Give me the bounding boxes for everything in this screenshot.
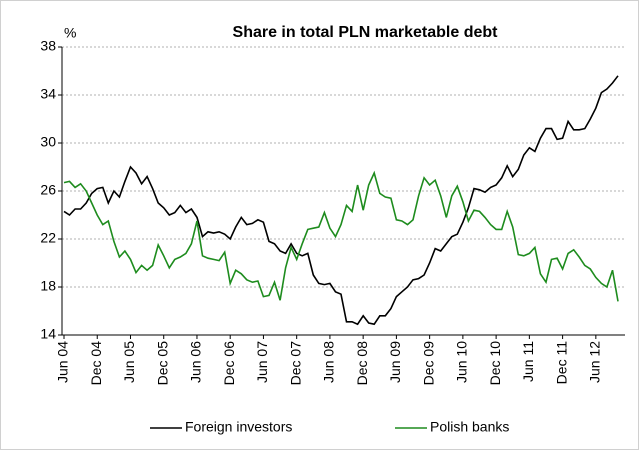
x-tick-label: Dec 10 xyxy=(487,341,503,386)
x-tick-label: Jun 11 xyxy=(520,341,536,382)
x-tick-label: Dec 04 xyxy=(88,341,104,386)
x-tick-label: Jun 06 xyxy=(188,341,204,383)
chart-title: Share in total PLN marketable debt xyxy=(233,24,499,41)
x-tick-label: Jun 08 xyxy=(321,341,337,383)
x-tick-label: Dec 07 xyxy=(287,341,303,386)
x-tick-label: Jun 04 xyxy=(55,341,71,383)
y-tick-label: 22 xyxy=(40,230,56,246)
y-tick-label: 38 xyxy=(40,38,56,54)
x-tick-label: Dec 05 xyxy=(154,341,170,386)
y-tick-label: 14 xyxy=(40,326,56,342)
y-tick-label: 34 xyxy=(40,86,56,102)
x-tick-label: Dec 09 xyxy=(420,341,436,386)
y-tick-label: 26 xyxy=(40,182,56,198)
data-line xyxy=(63,75,619,326)
x-tick-label: Dec 08 xyxy=(354,341,370,386)
x-tick-label: Jun 09 xyxy=(387,341,403,383)
data-line xyxy=(63,170,619,302)
legend-label: Polish banks xyxy=(430,419,509,435)
x-tick-label: Jun 07 xyxy=(254,341,270,383)
x-tick-label: Dec 11 xyxy=(553,341,569,385)
x-tick-label: Jun 10 xyxy=(454,341,470,383)
x-tick-label: Dec 06 xyxy=(221,341,237,386)
x-tick-label: Jun 12 xyxy=(587,341,603,383)
y-tick-label: 30 xyxy=(40,134,56,150)
x-tick-label: Jun 05 xyxy=(121,341,137,383)
y-axis-label: % xyxy=(64,25,76,41)
y-tick-label: 18 xyxy=(40,278,56,294)
legend-label: Foreign investors xyxy=(185,419,292,435)
